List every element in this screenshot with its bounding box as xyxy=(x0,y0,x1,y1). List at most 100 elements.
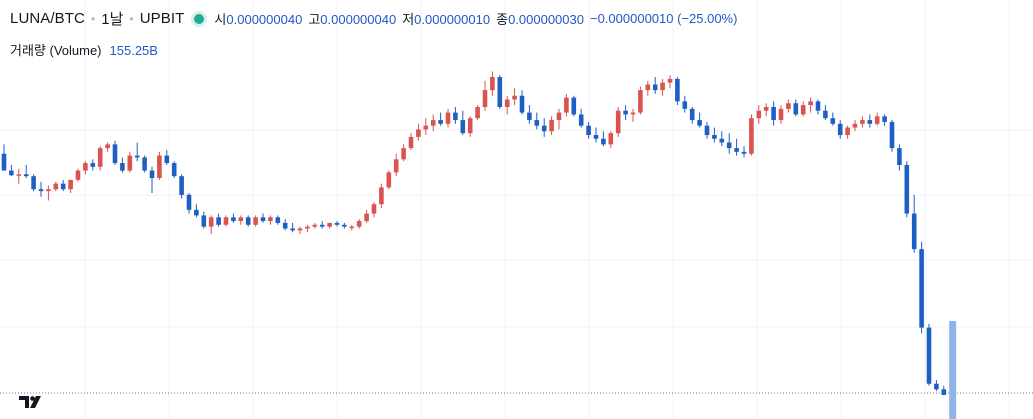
candle-body xyxy=(260,217,266,222)
candle-body xyxy=(16,174,22,176)
candle-body xyxy=(105,144,110,149)
candle-body xyxy=(179,176,184,195)
close-label: 종 xyxy=(496,12,509,27)
candle-body xyxy=(223,217,229,225)
candle-body xyxy=(564,97,569,113)
exchange: UPBIT xyxy=(139,10,185,27)
candle-body xyxy=(327,222,332,227)
candle-body xyxy=(349,226,355,229)
open-value: 0.000000040 xyxy=(226,12,303,27)
candle-body xyxy=(401,148,406,160)
candle-body xyxy=(157,155,162,179)
candle-body xyxy=(149,170,155,179)
candle-body xyxy=(741,151,747,154)
candle-body xyxy=(808,101,813,106)
candle-body xyxy=(164,155,170,164)
candle-body xyxy=(541,125,547,132)
candle-body xyxy=(941,389,947,395)
candle-body xyxy=(408,136,414,149)
candle-body xyxy=(438,120,443,124)
candle-body xyxy=(490,77,495,91)
candle-body xyxy=(290,228,295,231)
candle-body xyxy=(467,118,473,134)
separator-dot: • xyxy=(90,11,96,26)
symbol-name[interactable]: LUNA/BTC xyxy=(10,10,85,27)
candle-body xyxy=(386,172,392,188)
open-label: 시 xyxy=(214,12,227,27)
candle-body xyxy=(9,170,14,176)
ohlc-high: 고0.000000040 xyxy=(308,9,396,28)
candle-body xyxy=(615,110,621,134)
candle-body xyxy=(652,84,658,91)
candle-body xyxy=(586,125,591,136)
candle-body xyxy=(282,222,288,229)
candle-body xyxy=(46,189,51,192)
candle-body xyxy=(527,112,532,121)
ohlc-close: 종0.000000030 xyxy=(496,9,584,28)
candle-body xyxy=(763,106,769,111)
candle-body xyxy=(460,120,466,134)
symbol-header: LUNA/BTC • 1날 • UPBIT 시0.000000040 고0.00… xyxy=(10,8,737,29)
candle-body xyxy=(726,142,732,149)
candle-body xyxy=(1,153,7,171)
candle-body xyxy=(83,163,88,171)
candle-body xyxy=(393,159,399,173)
candle-body xyxy=(245,217,251,225)
candle-body xyxy=(926,327,932,384)
candle-body xyxy=(171,163,177,177)
candle-body xyxy=(297,228,303,231)
candle-body xyxy=(778,108,784,121)
candle-body xyxy=(815,101,821,111)
candle-body xyxy=(911,213,917,250)
tradingview-logo-icon[interactable] xyxy=(18,392,46,412)
candle-body xyxy=(556,112,562,121)
candle-body xyxy=(682,101,688,109)
candle-body xyxy=(97,148,103,167)
candle-body xyxy=(630,112,636,115)
candle-body xyxy=(342,224,347,227)
candle-body xyxy=(186,194,192,210)
candle-body xyxy=(364,213,369,222)
candle-body xyxy=(800,105,806,115)
candle-body xyxy=(475,106,480,119)
candle-body xyxy=(852,123,858,128)
close-value: 0.000000030 xyxy=(508,12,584,27)
candle-body xyxy=(793,103,799,115)
candle-body xyxy=(837,123,843,136)
candle-body xyxy=(660,82,665,91)
candle-body xyxy=(504,99,510,107)
candle-body xyxy=(601,138,606,145)
candles xyxy=(1,71,947,395)
candle-body xyxy=(127,155,133,171)
candle-body xyxy=(268,217,273,222)
candle-body xyxy=(312,224,318,227)
volume-legend[interactable]: 거래량 (Volume) 155.25B xyxy=(10,40,158,59)
candle-body xyxy=(823,110,828,119)
candle-body xyxy=(867,120,873,124)
candle-body xyxy=(208,217,214,227)
candle-body xyxy=(238,217,244,222)
candle-body xyxy=(578,114,584,126)
candle-body xyxy=(75,170,81,180)
candle-body xyxy=(638,90,643,113)
candle-body xyxy=(305,226,310,229)
candle-body xyxy=(830,118,836,124)
high-label: 고 xyxy=(308,12,321,27)
candle-body xyxy=(934,383,939,390)
candle-body xyxy=(860,120,865,124)
low-value: 0.000000010 xyxy=(414,12,491,27)
candle-body xyxy=(593,135,599,139)
candle-body xyxy=(919,249,924,328)
separator-dot: • xyxy=(129,11,134,26)
interval[interactable]: 1날 xyxy=(101,11,124,28)
candle-body xyxy=(549,120,554,132)
candle-body xyxy=(845,127,850,136)
market-status-icon[interactable] xyxy=(194,13,205,24)
low-label: 저 xyxy=(402,12,415,27)
high-value: 0.000000040 xyxy=(320,12,397,27)
candle-body xyxy=(675,78,680,102)
candle-body xyxy=(645,84,651,91)
candle-body xyxy=(68,179,73,190)
